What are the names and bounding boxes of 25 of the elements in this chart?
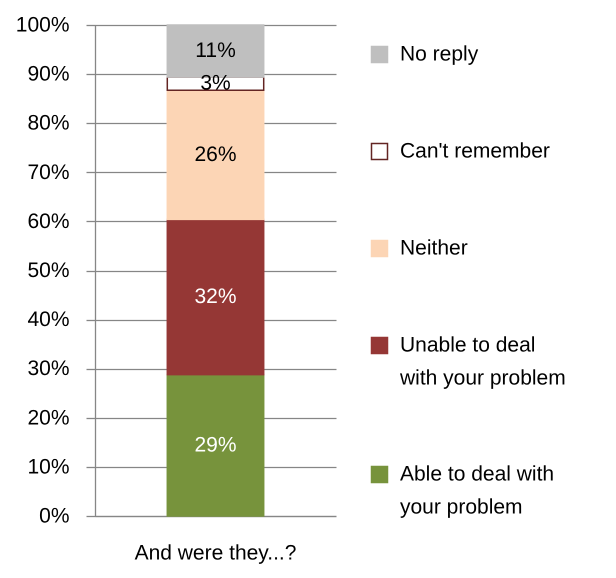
legend-label: No reply [400, 42, 479, 66]
data-label: 11% [195, 39, 236, 62]
x-tick-label: And were they...? [134, 542, 296, 564]
data-label: 3% [200, 72, 231, 95]
y-tick-label: 20% [27, 406, 70, 430]
y-tick-label: 0% [39, 504, 70, 528]
y-tick-label: 80% [27, 112, 70, 135]
y-tick-label: 70% [27, 160, 70, 184]
bar [166, 218, 264, 376]
y-tick-label: 90% [27, 62, 70, 86]
data-label: 29% [194, 433, 237, 456]
data-label: 32% [194, 285, 237, 308]
legend-label: Neither [400, 236, 468, 260]
bar [166, 374, 264, 517]
legend-label: Able to deal with your problem [400, 462, 554, 518]
bar [166, 90, 264, 220]
legend-label: Can't remember [400, 140, 550, 162]
data-label: 26% [194, 142, 237, 166]
y-tick-label: 40% [27, 308, 70, 332]
y-tick-label: 30% [27, 357, 70, 380]
y-tick-label: 100% [16, 14, 70, 36]
y-tick-label: 50% [27, 259, 70, 282]
legend-label: Unable to deal with your problem [399, 334, 566, 390]
y-tick-label: 60% [27, 210, 70, 233]
y-tick-label: 10% [27, 455, 70, 478]
